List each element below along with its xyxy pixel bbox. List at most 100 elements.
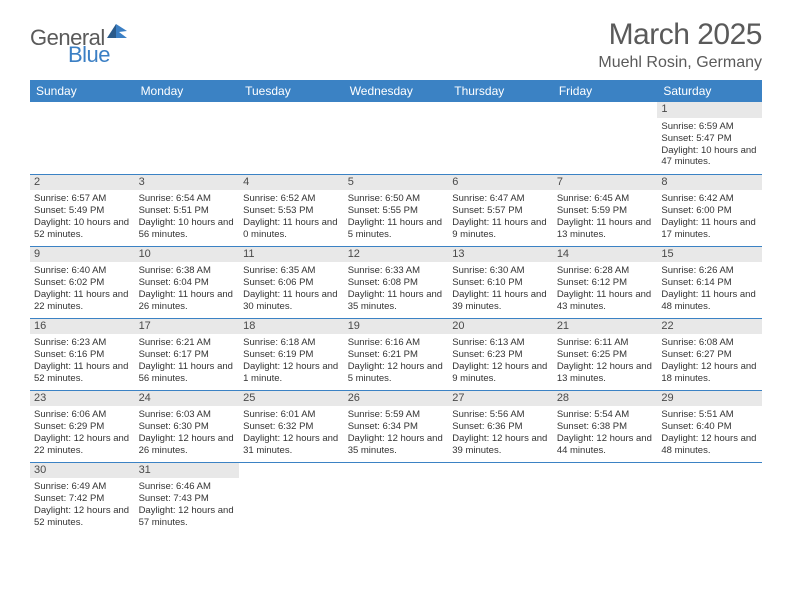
day-number: 5: [344, 175, 449, 191]
daylight-line: Daylight: 12 hours and 48 minutes.: [661, 433, 758, 457]
sunrise-line: Sunrise: 6:35 AM: [243, 265, 340, 277]
sunset-line: Sunset: 6:17 PM: [139, 349, 236, 361]
day-number: 4: [239, 175, 344, 191]
daylight-line: Daylight: 12 hours and 26 minutes.: [139, 433, 236, 457]
calendar-cell: 16Sunrise: 6:23 AMSunset: 6:16 PMDayligh…: [30, 318, 135, 390]
day-details: Sunrise: 5:51 AMSunset: 6:40 PMDaylight:…: [661, 408, 758, 457]
weekday-header: Friday: [553, 80, 658, 102]
day-number-empty: [553, 463, 658, 479]
daylight-line: Daylight: 10 hours and 47 minutes.: [661, 145, 758, 169]
day-details: Sunrise: 6:45 AMSunset: 5:59 PMDaylight:…: [557, 192, 654, 241]
day-details: Sunrise: 6:52 AMSunset: 5:53 PMDaylight:…: [243, 192, 340, 241]
sunrise-line: Sunrise: 6:30 AM: [452, 265, 549, 277]
logo-flag-icon: [107, 22, 129, 43]
daylight-line: Daylight: 11 hours and 48 minutes.: [661, 289, 758, 313]
day-details: Sunrise: 6:49 AMSunset: 7:42 PMDaylight:…: [34, 480, 131, 529]
daylight-line: Daylight: 10 hours and 56 minutes.: [139, 217, 236, 241]
daylight-line: Daylight: 12 hours and 52 minutes.: [34, 505, 131, 529]
location-label: Muehl Rosin, Germany: [598, 54, 762, 72]
calendar-cell: [344, 102, 449, 174]
weekday-header: Wednesday: [344, 80, 449, 102]
day-number: 2: [30, 175, 135, 191]
day-details: Sunrise: 6:26 AMSunset: 6:14 PMDaylight:…: [661, 264, 758, 313]
calendar-cell: 17Sunrise: 6:21 AMSunset: 6:17 PMDayligh…: [135, 318, 240, 390]
calendar-cell: 29Sunrise: 5:51 AMSunset: 6:40 PMDayligh…: [657, 390, 762, 462]
calendar-cell: 21Sunrise: 6:11 AMSunset: 6:25 PMDayligh…: [553, 318, 658, 390]
day-details: Sunrise: 6:33 AMSunset: 6:08 PMDaylight:…: [348, 264, 445, 313]
calendar-cell: 19Sunrise: 6:16 AMSunset: 6:21 PMDayligh…: [344, 318, 449, 390]
sunrise-line: Sunrise: 6:49 AM: [34, 481, 131, 493]
day-number: 11: [239, 247, 344, 263]
day-number: 26: [344, 391, 449, 407]
day-number: 12: [344, 247, 449, 263]
day-number: 3: [135, 175, 240, 191]
day-number: 29: [657, 391, 762, 407]
sunset-line: Sunset: 6:14 PM: [661, 277, 758, 289]
sunset-line: Sunset: 6:21 PM: [348, 349, 445, 361]
day-number: 22: [657, 319, 762, 335]
sunset-line: Sunset: 5:49 PM: [34, 205, 131, 217]
calendar-cell: 12Sunrise: 6:33 AMSunset: 6:08 PMDayligh…: [344, 246, 449, 318]
day-details: Sunrise: 6:30 AMSunset: 6:10 PMDaylight:…: [452, 264, 549, 313]
day-number: 21: [553, 319, 658, 335]
calendar-cell: [657, 462, 762, 534]
sunset-line: Sunset: 6:08 PM: [348, 277, 445, 289]
calendar-cell: 14Sunrise: 6:28 AMSunset: 6:12 PMDayligh…: [553, 246, 658, 318]
sunrise-line: Sunrise: 6:42 AM: [661, 193, 758, 205]
calendar-cell: 30Sunrise: 6:49 AMSunset: 7:42 PMDayligh…: [30, 462, 135, 534]
calendar-cell: 23Sunrise: 6:06 AMSunset: 6:29 PMDayligh…: [30, 390, 135, 462]
daylight-line: Daylight: 12 hours and 31 minutes.: [243, 433, 340, 457]
calendar-cell: [30, 102, 135, 174]
day-number: 16: [30, 319, 135, 335]
day-number-empty: [30, 102, 135, 118]
sunrise-line: Sunrise: 5:51 AM: [661, 409, 758, 421]
day-number: 30: [30, 463, 135, 479]
weekday-row: SundayMondayTuesdayWednesdayThursdayFrid…: [30, 80, 762, 102]
calendar-cell: [344, 462, 449, 534]
calendar-week: 2Sunrise: 6:57 AMSunset: 5:49 PMDaylight…: [30, 174, 762, 246]
calendar-cell: 15Sunrise: 6:26 AMSunset: 6:14 PMDayligh…: [657, 246, 762, 318]
daylight-line: Daylight: 11 hours and 39 minutes.: [452, 289, 549, 313]
sunrise-line: Sunrise: 5:59 AM: [348, 409, 445, 421]
sunset-line: Sunset: 6:25 PM: [557, 349, 654, 361]
day-details: Sunrise: 6:21 AMSunset: 6:17 PMDaylight:…: [139, 336, 236, 385]
day-number-empty: [448, 102, 553, 118]
daylight-line: Daylight: 12 hours and 22 minutes.: [34, 433, 131, 457]
day-details: Sunrise: 6:54 AMSunset: 5:51 PMDaylight:…: [139, 192, 236, 241]
sunset-line: Sunset: 6:34 PM: [348, 421, 445, 433]
daylight-line: Daylight: 11 hours and 9 minutes.: [452, 217, 549, 241]
sunrise-line: Sunrise: 6:47 AM: [452, 193, 549, 205]
sunset-line: Sunset: 6:04 PM: [139, 277, 236, 289]
sunrise-line: Sunrise: 6:54 AM: [139, 193, 236, 205]
sunrise-line: Sunrise: 5:56 AM: [452, 409, 549, 421]
daylight-line: Daylight: 11 hours and 26 minutes.: [139, 289, 236, 313]
day-details: Sunrise: 6:50 AMSunset: 5:55 PMDaylight:…: [348, 192, 445, 241]
day-details: Sunrise: 6:57 AMSunset: 5:49 PMDaylight:…: [34, 192, 131, 241]
calendar-cell: 25Sunrise: 6:01 AMSunset: 6:32 PMDayligh…: [239, 390, 344, 462]
calendar-week: 16Sunrise: 6:23 AMSunset: 6:16 PMDayligh…: [30, 318, 762, 390]
sunrise-line: Sunrise: 6:06 AM: [34, 409, 131, 421]
daylight-line: Daylight: 11 hours and 30 minutes.: [243, 289, 340, 313]
day-number: 27: [448, 391, 553, 407]
sunrise-line: Sunrise: 6:21 AM: [139, 337, 236, 349]
day-number: 13: [448, 247, 553, 263]
day-details: Sunrise: 5:59 AMSunset: 6:34 PMDaylight:…: [348, 408, 445, 457]
sunset-line: Sunset: 6:36 PM: [452, 421, 549, 433]
calendar-cell: 20Sunrise: 6:13 AMSunset: 6:23 PMDayligh…: [448, 318, 553, 390]
sunrise-line: Sunrise: 6:57 AM: [34, 193, 131, 205]
day-details: Sunrise: 6:08 AMSunset: 6:27 PMDaylight:…: [661, 336, 758, 385]
sunset-line: Sunset: 6:06 PM: [243, 277, 340, 289]
daylight-line: Daylight: 12 hours and 44 minutes.: [557, 433, 654, 457]
weekday-header: Monday: [135, 80, 240, 102]
daylight-line: Daylight: 11 hours and 22 minutes.: [34, 289, 131, 313]
calendar-cell: 3Sunrise: 6:54 AMSunset: 5:51 PMDaylight…: [135, 174, 240, 246]
sunset-line: Sunset: 6:27 PM: [661, 349, 758, 361]
daylight-line: Daylight: 10 hours and 52 minutes.: [34, 217, 131, 241]
sunrise-line: Sunrise: 6:26 AM: [661, 265, 758, 277]
sunrise-line: Sunrise: 6:46 AM: [139, 481, 236, 493]
day-details: Sunrise: 6:03 AMSunset: 6:30 PMDaylight:…: [139, 408, 236, 457]
day-number: 25: [239, 391, 344, 407]
day-details: Sunrise: 6:23 AMSunset: 6:16 PMDaylight:…: [34, 336, 131, 385]
calendar-cell: 10Sunrise: 6:38 AMSunset: 6:04 PMDayligh…: [135, 246, 240, 318]
calendar-week: 23Sunrise: 6:06 AMSunset: 6:29 PMDayligh…: [30, 390, 762, 462]
